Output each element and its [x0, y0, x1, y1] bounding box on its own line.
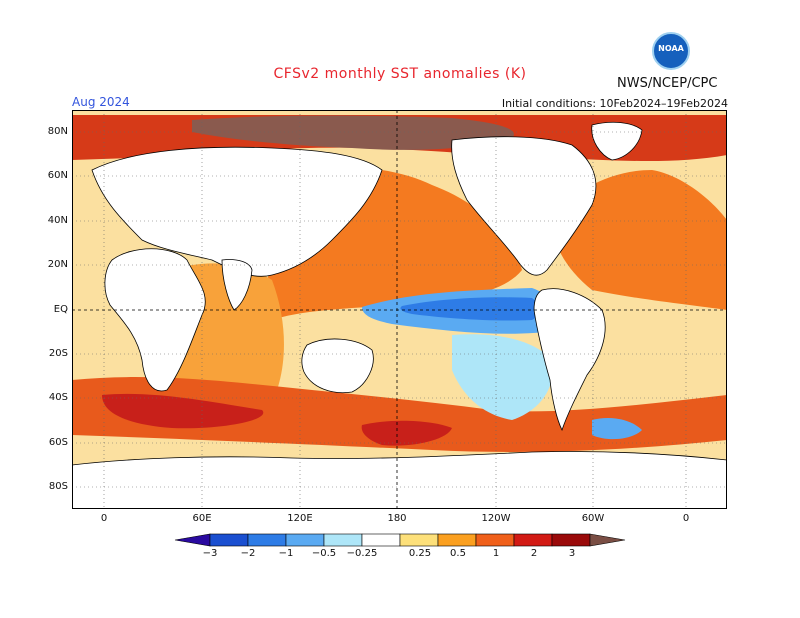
lat-tick-80s: 80S: [48, 481, 68, 492]
lon-tick-0: 0: [100, 513, 108, 524]
colorbar-label: −2: [240, 548, 256, 559]
colorbar-bin: [551, 533, 591, 547]
africa-land: [104, 248, 206, 392]
continents: [72, 121, 727, 509]
agency-label: NWS/NCEP/CPC: [617, 76, 718, 91]
south-pacific-strong-warm: [361, 420, 452, 446]
reference-lines: [72, 110, 727, 509]
colorbar-label: 0.25: [408, 548, 432, 559]
south-pacific-cool-anomaly: [452, 334, 553, 420]
map-frame: [72, 110, 727, 509]
equatorial-pacific-strong-cold: [400, 297, 540, 321]
lon-tick-180: 180: [387, 513, 407, 524]
colorbar-bin: [513, 533, 553, 547]
arctic-sea-ice: [192, 115, 514, 150]
southern-ocean-strong-warm: [102, 393, 264, 429]
initial-conditions-label: Initial conditions: 10Feb2024–19Feb2024: [501, 97, 728, 110]
noaa-logo-text: NOAA: [658, 44, 684, 53]
southern-ocean-warm-belt: [72, 377, 727, 452]
colorbar-bin: [209, 533, 249, 547]
colorbar-label: −0.5: [311, 548, 337, 559]
colorbar-label: 0.5: [450, 548, 466, 559]
map-title: CFSv2 monthly SST anomalies (K): [273, 66, 527, 82]
colorbar-label: −3: [202, 548, 218, 559]
south-atlantic-cool-patch: [592, 418, 642, 440]
antarctica-land: [72, 451, 727, 509]
colorbar-under-triangle: [174, 533, 211, 547]
colorbar-label: 2: [530, 548, 538, 559]
europe-asia-land: [91, 146, 383, 277]
lon-tick-0-east: 0: [682, 513, 690, 524]
valid-month-label: Aug 2024: [72, 95, 130, 109]
lat-tick-60n: 60N: [47, 170, 68, 181]
lat-tick-80n: 80N: [47, 126, 68, 137]
lat-tick-40n: 40N: [47, 215, 68, 226]
colorbar: [174, 533, 626, 547]
colorbar-bin: [399, 533, 439, 547]
sst-anomaly-map: [72, 110, 727, 509]
india-land: [221, 259, 253, 311]
colorbar-label: −1: [278, 548, 294, 559]
colorbar-bin: [323, 533, 363, 547]
lon-tick-60e: 60E: [192, 513, 212, 524]
lat-tick-60s: 60S: [48, 437, 68, 448]
colorbar-bin: [285, 533, 325, 547]
colorbar-bin: [247, 533, 287, 547]
colorbar-label: 3: [568, 548, 576, 559]
noaa-logo: [652, 32, 690, 70]
colorbar-bin: [437, 533, 477, 547]
colorbar-bin: [475, 533, 515, 547]
lat-tick-20s: 20S: [48, 348, 68, 359]
australia-land: [301, 338, 374, 394]
lon-tick-120w: 120W: [481, 513, 511, 524]
colorbar-over-triangle: [589, 533, 626, 547]
graticule: [72, 110, 727, 509]
lat-tick-40s: 40S: [48, 392, 68, 403]
north-america-land: [451, 136, 597, 276]
colorbar-label: 1: [492, 548, 500, 559]
lat-tick-20n: 20N: [47, 259, 68, 270]
north-atlantic-warm-anomaly: [552, 170, 727, 310]
lon-tick-60w: 60W: [581, 513, 605, 524]
lat-tick-eq: EQ: [53, 304, 68, 315]
colorbar-bin: [361, 533, 401, 547]
lon-tick-120e: 120E: [287, 513, 313, 524]
colorbar-label: −0.25: [346, 548, 378, 559]
